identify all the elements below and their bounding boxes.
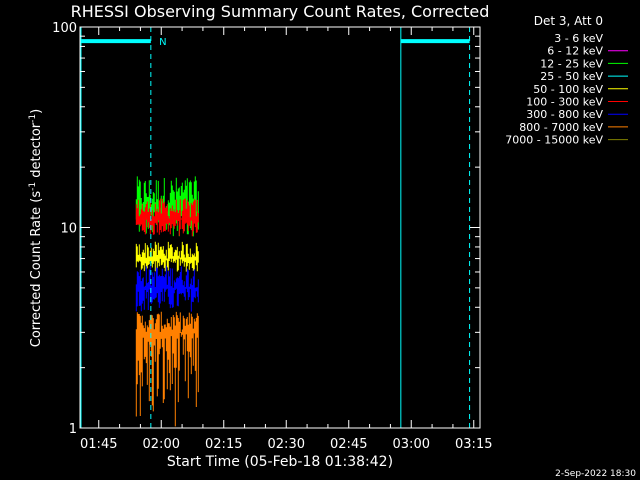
series-50-100-kev	[135, 241, 199, 272]
legend-label: 7000 - 15000 keV	[505, 134, 603, 147]
footer-date: 2-Sep-2022 18:30	[555, 469, 636, 479]
chart-title: RHESSI Observing Summary Count Rates, Co…	[71, 2, 490, 21]
y-tick-label: 1	[69, 422, 77, 437]
x-tick-label: 03:15	[455, 437, 492, 452]
y-axis-label-sup-2: -1	[28, 114, 38, 123]
x-tick-label: 01:45	[80, 437, 117, 452]
annotations: N	[80, 27, 471, 428]
legend-label: 50 - 100 keV	[533, 83, 603, 96]
y-axis-label-sup-1: -1	[28, 182, 38, 191]
y-tick-label: 10	[60, 222, 77, 237]
legend-label: 12 - 25 keV	[540, 57, 603, 70]
y-axis-label-part-2: detector	[29, 122, 44, 182]
legend-label: 6 - 12 keV	[547, 45, 603, 58]
legend-label: 3 - 6 keV	[554, 32, 603, 45]
x-tick-label: 02:00	[143, 437, 180, 452]
x-tick-label: 02:15	[205, 437, 242, 452]
y-axis-label-part-1: Corrected Count Rate (s	[29, 191, 44, 348]
legend-title: Det 3, Att 0	[534, 14, 603, 28]
legend-label: 800 - 7000 keV	[519, 121, 603, 134]
x-tick-label: 03:00	[393, 437, 430, 452]
series-100-300-kev	[135, 198, 199, 237]
y-tick-label: 100	[52, 21, 77, 36]
x-tick-label: 02:30	[268, 437, 305, 452]
data-layer	[135, 176, 199, 427]
legend-label: 25 - 50 keV	[540, 70, 603, 83]
series-300-800-kev	[135, 265, 199, 312]
y-axis-label: Corrected Count Rate (s-1 detector-1)	[28, 109, 44, 347]
y-axis-label-part-3: )	[29, 109, 44, 114]
x-axis-label: Start Time (05-Feb-18 01:38:42)	[167, 454, 393, 470]
x-tick-label: 02:45	[330, 437, 367, 452]
annotation-text: N	[159, 37, 166, 48]
series-800-7000-kev	[135, 311, 199, 427]
x-axis-ticks: 01:45 02:00 02:15 02:30 02:45 03:00 03:15	[80, 27, 492, 452]
y-axis-ticks: 1 10 100	[52, 21, 480, 437]
legend-label: 300 - 800 keV	[526, 108, 603, 121]
legend-label: 100 - 300 keV	[526, 96, 603, 109]
